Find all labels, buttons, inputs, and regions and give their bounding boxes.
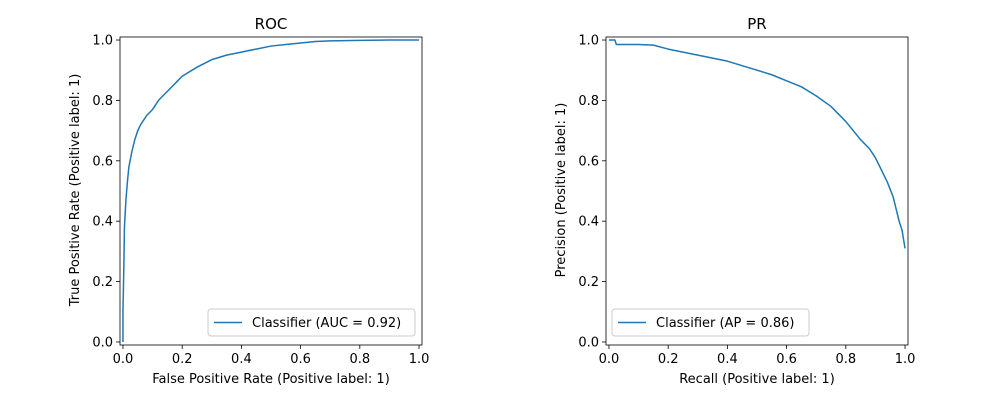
y-tick-label: 0.2 xyxy=(578,275,599,290)
y-tick-label: 0.2 xyxy=(92,275,113,290)
plot-area: 0.0 0.2 0.4 0.6 0.8 1.0 0.0 0.2 0.4 0.6 0.8 1.0 xyxy=(578,34,915,367)
series-line xyxy=(608,39,906,249)
x-tick-label: 0.8 xyxy=(349,352,370,367)
y-tick-label: 1.0 xyxy=(92,34,113,49)
x-tick-label: 0.0 xyxy=(599,352,620,367)
pr-chart: PR 0.0 0.2 0.4 0.6 0.8 1.00.00.20.40.60.81.0 … xyxy=(554,15,915,387)
y-tick-label: 1.0 xyxy=(578,34,599,49)
legend: Classifier (AP = 0.86) xyxy=(611,308,810,337)
x-tick-label: 0.6 xyxy=(290,352,311,367)
axes-frame xyxy=(605,36,909,346)
chart-title: PR xyxy=(747,15,766,33)
legend-label: Classifier (AP = 0.86) xyxy=(656,316,794,331)
roc-chart: ROC 0.0 0.2 0.4 0.6 0.8 1.0 0.0 0.2 0.4 0.6 0.8 1.0… xyxy=(68,15,429,387)
y-axis-label: True Positive Rate (Positive label: 1) xyxy=(68,74,83,308)
legend-label: Classifier (AUC = 0.92) xyxy=(252,316,401,331)
x-tick-label: 1.0 xyxy=(895,352,916,367)
y-tick-label: 0.0 xyxy=(578,335,599,350)
x-tick-label: 0.4 xyxy=(231,352,252,367)
y-tick-label: 0.8 xyxy=(578,94,599,109)
x-tick-label: 0.6 xyxy=(776,352,797,367)
legend-box xyxy=(207,308,416,337)
x-tick-label: 0.0 xyxy=(113,352,134,367)
legend-box xyxy=(611,308,810,337)
y-tick-label: 0.0 xyxy=(92,335,113,350)
x-tick-label: 0.4 xyxy=(717,352,738,367)
legend: Classifier (AUC = 0.92) xyxy=(207,308,416,337)
y-tick-label: 0.6 xyxy=(92,154,113,169)
y-tick-label: 0.4 xyxy=(578,215,599,230)
x-tick-label: 0.2 xyxy=(172,352,193,367)
chart-title: ROC xyxy=(255,15,288,33)
x-tick-label: 1.0 xyxy=(409,352,430,367)
plot-area: 0.0 0.2 0.4 0.6 0.8 1.0 0.0 0.2 0.4 0.6 0.8 1.0 xyxy=(92,34,429,367)
x-axis-label: False Positive Rate (Positive label: 1) xyxy=(152,372,390,387)
y-tick-label: 0.6 xyxy=(578,154,599,169)
x-axis-label: Recall (Positive label: 1) xyxy=(679,372,835,387)
y-axis-label: Precision (Positive label: 1) xyxy=(554,103,569,278)
x-tick-label: 0.8 xyxy=(835,352,856,367)
series-line xyxy=(122,39,420,342)
x-tick-label: 0.2 xyxy=(658,352,679,367)
y-tick-label: 0.4 xyxy=(92,215,113,230)
y-tick-label: 0.8 xyxy=(92,94,113,109)
axes-frame xyxy=(119,36,423,346)
